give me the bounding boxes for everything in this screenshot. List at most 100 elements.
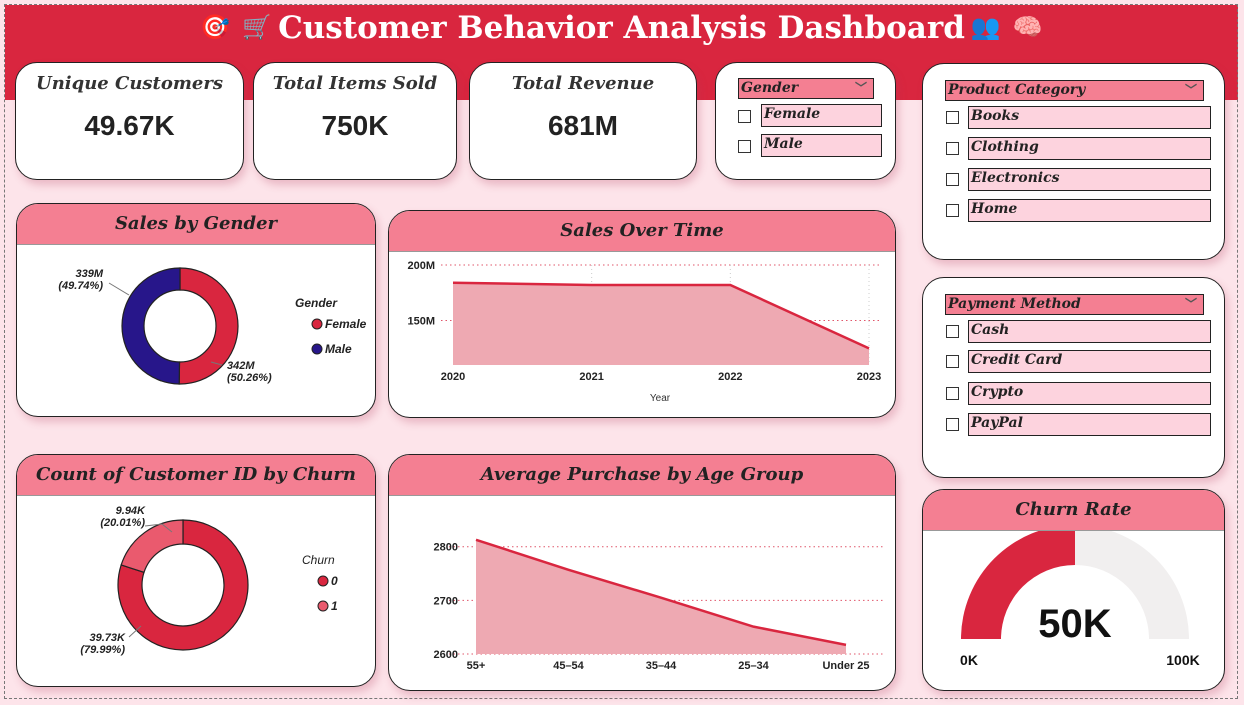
- donut-slice-churn-1: [120, 519, 184, 574]
- leader-line: [128, 625, 142, 638]
- avg-purchase-line: [475, 538, 847, 647]
- donut-slice-female: [178, 267, 239, 385]
- churn-rate-gauge: 50K 0K 100K: [960, 531, 1200, 668]
- slicer-option-clothing[interactable]: Clothing: [968, 137, 1211, 160]
- gender-slicer-dropdown[interactable]: Gender ﹀: [738, 78, 874, 99]
- chevron-down-icon: ﹀: [1184, 83, 1197, 97]
- legend-marker-female: [311, 318, 323, 330]
- slicer-option-electronics[interactable]: Electronics: [968, 168, 1211, 191]
- x-tick-label: 2023: [857, 371, 881, 383]
- x-tick-label: 55+: [467, 660, 486, 672]
- chevron-down-icon: ﹀: [854, 81, 867, 95]
- slicer-title: Product Category: [948, 82, 1086, 98]
- checkbox-electronics[interactable]: [946, 173, 959, 186]
- target-icon: 🎯: [200, 12, 231, 41]
- x-axis-label: Year: [650, 393, 671, 404]
- sales-over-time-chart: Year 200M 150M 2020 2021 2022 2023: [407, 260, 881, 404]
- data-label-value: 39.73K: [90, 632, 127, 644]
- donut-slice-churn-0: [117, 519, 249, 651]
- slicer-option-home[interactable]: Home: [968, 199, 1211, 222]
- data-label-percent: (49.74%): [58, 280, 103, 292]
- payment-method-dropdown[interactable]: Payment Method ﹀: [945, 294, 1204, 315]
- checkbox-female[interactable]: [738, 110, 751, 123]
- slicer-option-books[interactable]: Books: [968, 106, 1211, 129]
- checkbox-credit-card[interactable]: [946, 355, 959, 368]
- churn-rate-card: Churn Rate 50K 0K 100K: [922, 489, 1225, 691]
- avg-purchase-area: [476, 539, 846, 654]
- x-tick-label: 2021: [579, 371, 603, 383]
- chart-title: Average Purchase by Age Group: [389, 455, 895, 496]
- kpi-card-total-revenue: Total Revenue 681M: [469, 62, 697, 180]
- leader-line: [108, 282, 130, 296]
- chart-title: Sales by Gender: [17, 204, 375, 245]
- checkbox-paypal[interactable]: [946, 418, 959, 431]
- x-tick-label: 2022: [718, 371, 742, 383]
- dashboard-title: 🎯 🛒 Customer Behavior Analysis Dashboard 👥 🧠: [5, 10, 1238, 46]
- checkbox-cash[interactable]: [946, 325, 959, 338]
- legend-marker-male: [311, 343, 323, 355]
- page-title: Customer Behavior Analysis Dashboard: [278, 10, 965, 46]
- sales-line: [452, 281, 870, 350]
- data-label-value: 9.94K: [116, 505, 146, 517]
- kpi-value: 681M: [547, 110, 619, 141]
- x-tick-label: 45–54: [553, 660, 584, 672]
- data-label-percent: (20.01%): [100, 517, 145, 529]
- sales-by-gender-card: Sales by Gender Gender 342M (50.26%) 339M(…: [16, 203, 376, 417]
- data-label-percent: (50.26%): [227, 372, 272, 384]
- people-icon: 👥: [970, 12, 1001, 41]
- kpi-label: Total Revenue: [511, 73, 655, 94]
- x-tick-label: Under 25: [822, 660, 869, 672]
- legend-title: Gender: [295, 296, 338, 310]
- product-category-slicer: Product Category ﹀ Books Clothing Electr…: [922, 63, 1225, 260]
- kpi-label: Unique Customers: [36, 73, 223, 94]
- churn-count-card: Count of Customer ID by Churn Churn 39.7…: [16, 454, 376, 687]
- slicer-option-male[interactable]: Male: [761, 134, 882, 157]
- product-category-dropdown[interactable]: Product Category ﹀: [945, 80, 1204, 101]
- slicer-option-paypal[interactable]: PayPal: [968, 413, 1211, 436]
- slicer-option-credit-card[interactable]: Credit Card: [968, 350, 1211, 373]
- slicer-title: Gender: [741, 80, 799, 96]
- kpi-value: 750K: [321, 110, 389, 141]
- y-tick-label: 200M: [407, 260, 435, 272]
- cart-icon: 🛒: [242, 12, 273, 41]
- sales-area: [453, 282, 869, 365]
- y-tick-label: 150M: [407, 316, 435, 328]
- sales-over-time-card: Sales Over Time Year 200M 150M 2020 2021 202…: [388, 210, 896, 418]
- y-tick-label: 2700: [434, 595, 458, 607]
- legend-label-churn-0: 0: [331, 574, 338, 588]
- chart-title: Count of Customer ID by Churn: [17, 455, 375, 496]
- legend-label-male: Male: [325, 342, 352, 356]
- kpi-label: Total Items Sold: [272, 73, 438, 94]
- avg-purchase-card: Average Purchase by Age Group 2800 2700 26…: [388, 454, 896, 691]
- gauge-max-label: 100K: [1166, 652, 1199, 668]
- legend-marker-churn-1: [317, 600, 329, 612]
- brain-icon: 🧠: [1012, 12, 1043, 41]
- data-label-percent: (79.99%): [80, 644, 125, 656]
- x-tick-label: 2020: [441, 371, 465, 383]
- chart-title: Sales Over Time: [389, 211, 895, 252]
- checkbox-home[interactable]: [946, 204, 959, 217]
- kpi-card-total-items-sold: Total Items Sold 750K: [253, 62, 457, 180]
- leader-line: [144, 523, 173, 533]
- checkbox-books[interactable]: [946, 111, 959, 124]
- data-label-value: 342M: [227, 360, 255, 372]
- x-tick-label: 35–44: [646, 660, 677, 672]
- checkbox-clothing[interactable]: [946, 142, 959, 155]
- slicer-option-crypto[interactable]: Crypto: [968, 382, 1211, 405]
- gauge-fill: [961, 531, 1075, 639]
- gauge-min-label: 0K: [960, 652, 978, 668]
- legend-marker-churn-0: [317, 575, 329, 587]
- checkbox-male[interactable]: [738, 140, 751, 153]
- legend-title: Churn: [302, 553, 335, 567]
- leader-line: [210, 361, 223, 366]
- checkbox-crypto[interactable]: [946, 387, 959, 400]
- legend-label-female: Female: [325, 317, 367, 331]
- kpi-card-unique-customers: Unique Customers 49.67K: [15, 62, 244, 180]
- slicer-option-female[interactable]: Female: [761, 104, 882, 127]
- kpi-value: 49.67K: [84, 110, 175, 141]
- slicer-title: Payment Method: [948, 296, 1081, 312]
- x-tick-label: 25–34: [738, 660, 769, 672]
- slicer-option-cash[interactable]: Cash: [968, 320, 1211, 343]
- gauge-value: 50K: [1038, 602, 1111, 646]
- y-tick-label: 2600: [434, 649, 458, 661]
